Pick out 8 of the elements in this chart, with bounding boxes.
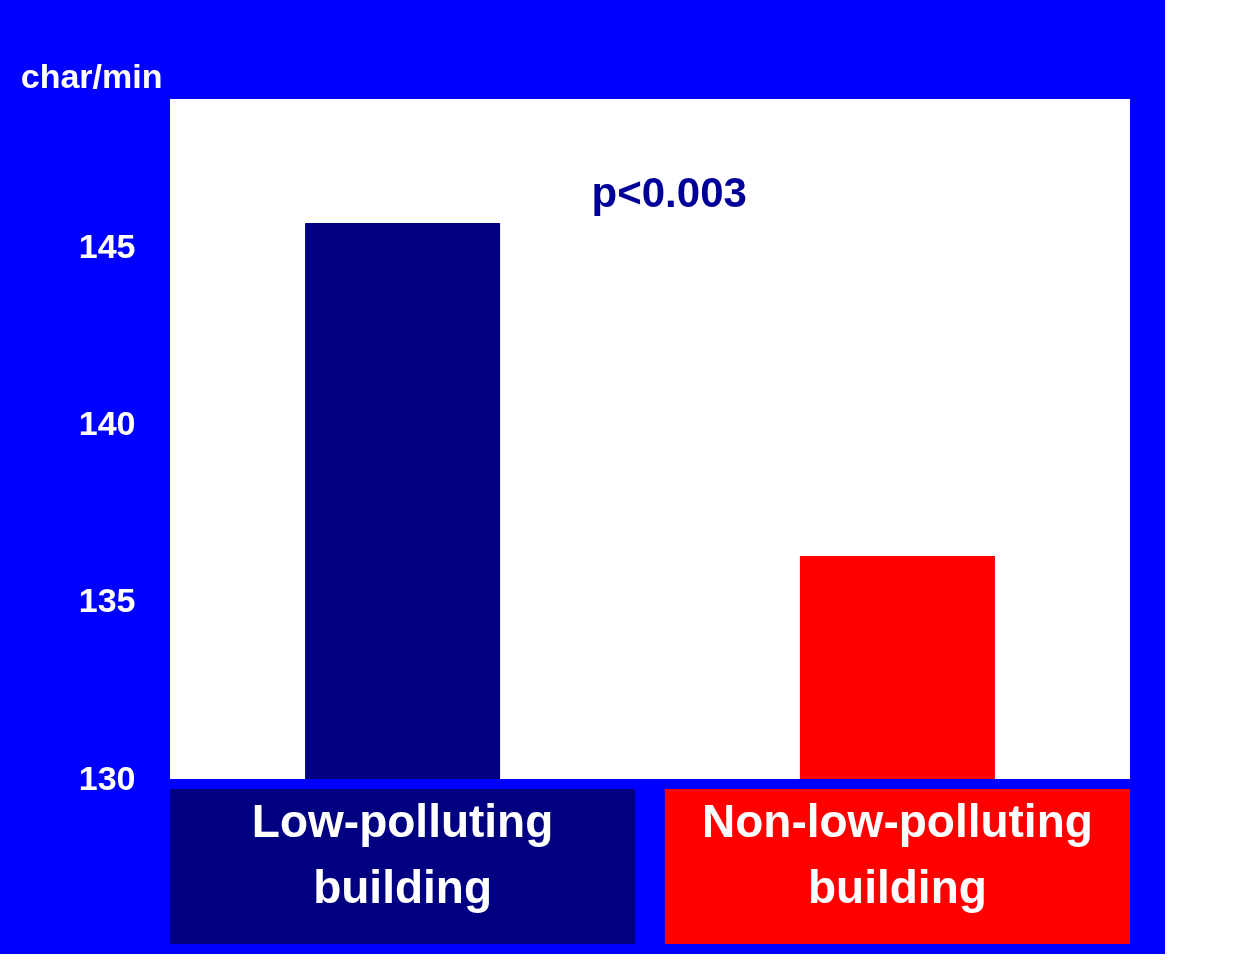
- y-tick-label: 135: [78, 581, 136, 620]
- y-axis-title: char/min: [20, 56, 163, 95]
- annotation: p<0.003: [591, 169, 747, 216]
- y-tick-label: 130: [78, 758, 136, 797]
- y-tick-label: 145: [78, 227, 136, 266]
- y-tick-label: 140: [78, 404, 136, 443]
- x-tick-label: Low-polluting building: [251, 795, 554, 913]
- x-tick-label: Non-low-polluting building: [701, 795, 1093, 913]
